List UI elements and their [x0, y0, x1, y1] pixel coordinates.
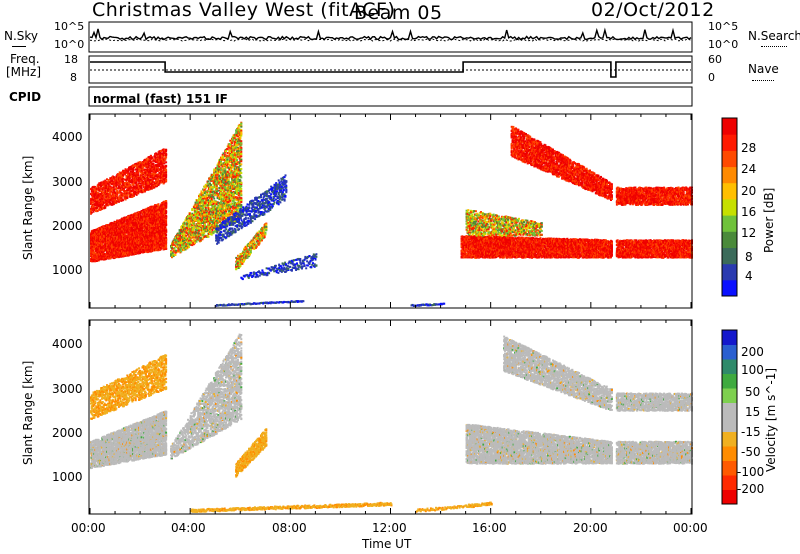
data-cell: [165, 245, 168, 248]
data-cell: [107, 183, 110, 186]
data-cell: [100, 185, 103, 188]
frequency-line: [90, 61, 691, 78]
data-cell: [113, 188, 116, 191]
data-cell: [127, 232, 130, 235]
data-cell: [105, 257, 108, 260]
data-cell: [121, 228, 124, 231]
cpid-panel-frame: [88, 86, 693, 107]
data-cell: [165, 210, 168, 213]
data-cell: [110, 253, 113, 256]
data-cell: [100, 250, 103, 252]
data-cell: [90, 249, 93, 252]
data-cell: [95, 256, 98, 259]
data-cell: [111, 183, 114, 185]
data-cell: [107, 233, 110, 236]
data-cell: [107, 203, 110, 206]
data-cell: [92, 250, 95, 253]
data-cell: [94, 252, 97, 255]
data-cell: [95, 247, 98, 250]
data-cell: [92, 260, 95, 263]
data-cell: [115, 255, 118, 257]
data-cell: [128, 254, 130, 257]
data-cell: [104, 238, 107, 241]
noise-sky-line: [89, 27, 692, 41]
data-cell: [113, 221, 116, 224]
data-cell: [165, 205, 168, 208]
power-heatmap: [90, 121, 693, 307]
data-cell: [165, 221, 168, 224]
data-cell: [98, 242, 101, 244]
data-cell: [95, 192, 98, 195]
data-cell: [124, 233, 127, 236]
data-cell: [147, 250, 150, 253]
data-cell: [105, 180, 108, 183]
data-cell: [92, 238, 95, 240]
data-cell: [124, 224, 127, 227]
data-cell: [122, 236, 125, 239]
data-cell: [108, 225, 111, 228]
data-cell: [101, 231, 104, 234]
data-cell: [164, 226, 167, 229]
data-cell: [122, 221, 125, 224]
data-cell: [107, 192, 110, 195]
data-cell: [122, 245, 125, 248]
data-cell: [105, 182, 108, 185]
data-cell: [165, 229, 168, 232]
data-cell: [93, 229, 96, 231]
data-cell: [165, 240, 168, 243]
data-cell: [119, 224, 122, 227]
data-cell: [92, 248, 95, 251]
data-cell: [113, 242, 116, 245]
data-cell: [97, 228, 100, 231]
data-cell: [165, 214, 168, 217]
data-cell: [147, 248, 150, 251]
data-cell: [165, 202, 168, 205]
data-cell: [117, 242, 119, 245]
data-cell: [93, 251, 96, 254]
data-cell: [94, 241, 97, 244]
data-cell: [120, 249, 123, 252]
data-cell: [165, 200, 168, 202]
data-cell: [100, 187, 103, 190]
data-cell: [101, 258, 103, 261]
data-cell: [165, 247, 168, 250]
data-cell: [120, 236, 123, 239]
data-cell: [95, 242, 98, 245]
data-cell: [94, 260, 97, 263]
data-cell: [105, 253, 108, 256]
data-cell: [107, 252, 110, 255]
data-cell: [107, 235, 110, 238]
noise-panel-frame: [88, 21, 693, 53]
data-cell: [97, 249, 100, 252]
data-cell: [101, 227, 103, 230]
data-cell: [109, 257, 112, 260]
data-cell: [117, 219, 119, 222]
data-cell: [165, 236, 168, 239]
noise-search-line: [89, 38, 692, 42]
data-cell: [93, 247, 96, 250]
data-cell: [165, 224, 168, 226]
data-cell: [107, 232, 110, 235]
data-cell: [107, 179, 110, 181]
data-cell: [122, 255, 125, 258]
data-cell: [90, 244, 92, 247]
frequency-panel-frame: [88, 55, 693, 84]
data-cell: [165, 234, 168, 236]
